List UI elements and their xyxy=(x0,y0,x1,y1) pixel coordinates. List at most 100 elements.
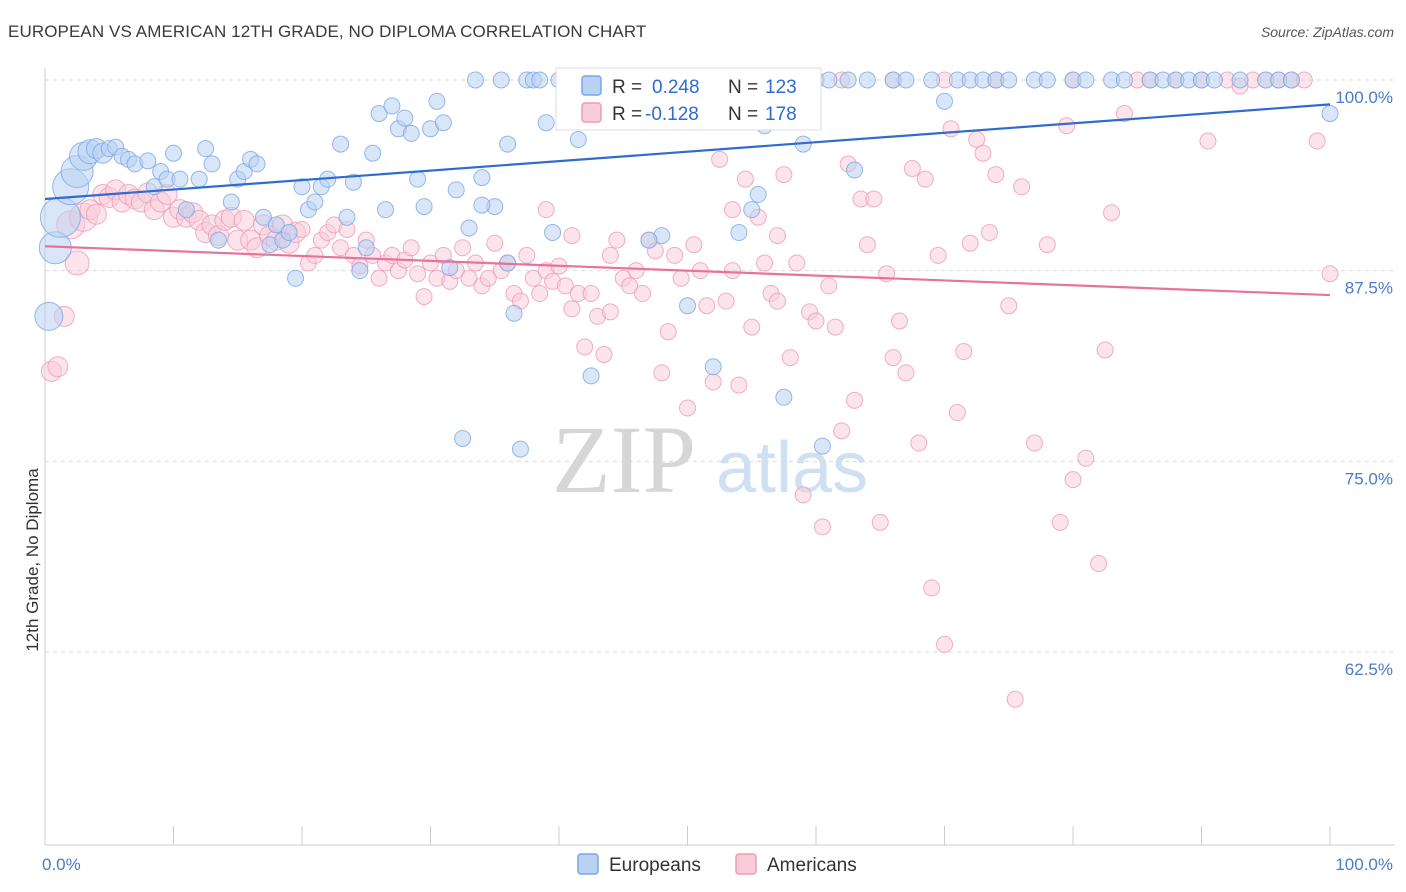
european-point xyxy=(511,440,529,458)
american-point xyxy=(698,297,716,315)
american-point xyxy=(659,323,677,341)
american-point xyxy=(948,404,966,422)
american-point xyxy=(723,201,741,219)
european-point xyxy=(344,173,362,191)
legend-stats: R = 0.248 N = 123 R = -0.128 N = 178 xyxy=(555,67,822,131)
american-point xyxy=(813,518,831,536)
legend-r-label-americans: R = xyxy=(612,104,642,125)
european-point xyxy=(190,170,208,188)
legend-bottom-swatch-americans xyxy=(735,853,757,875)
legend-bottom-label-europeans: Europeans xyxy=(609,855,701,876)
american-point xyxy=(936,635,953,653)
american-point xyxy=(537,201,555,219)
chart-source: Source: ZipAtlas.com xyxy=(1260,24,1394,40)
european-point xyxy=(396,109,414,127)
european-point xyxy=(370,105,388,123)
european-point xyxy=(280,224,298,242)
european-point xyxy=(537,114,555,132)
american-point xyxy=(768,292,786,310)
american-point xyxy=(884,349,902,367)
european-point xyxy=(165,144,182,162)
y-tick-label-2: 75.0% xyxy=(1345,469,1393,488)
european-point xyxy=(730,224,748,242)
europeans-trend-line xyxy=(44,103,1331,201)
american-point xyxy=(1006,690,1024,708)
european-point xyxy=(409,170,427,188)
american-point xyxy=(903,159,921,177)
x-tick-label-0: 0.0% xyxy=(42,855,81,874)
american-point xyxy=(775,166,793,184)
american-point xyxy=(601,303,619,321)
european-point xyxy=(1321,105,1339,123)
american-point xyxy=(653,364,671,382)
american-point xyxy=(679,399,696,417)
american-point xyxy=(891,312,909,330)
watermark-atlas: atlas xyxy=(716,428,868,508)
american-point xyxy=(781,349,799,367)
european-point xyxy=(499,135,517,153)
european-point xyxy=(897,71,915,89)
american-point xyxy=(332,239,350,257)
american-point xyxy=(1199,132,1217,150)
european-point xyxy=(704,358,722,376)
european-point xyxy=(820,71,838,89)
european-point xyxy=(34,301,64,331)
american-point xyxy=(1115,105,1133,123)
american-point xyxy=(601,246,619,264)
european-point xyxy=(377,201,395,219)
y-tick-labels: 100.0% 87.5% 75.0% 62.5% xyxy=(1335,88,1393,679)
european-point xyxy=(209,231,227,249)
american-point xyxy=(479,269,497,287)
european-point xyxy=(306,193,324,211)
american-point xyxy=(916,170,934,188)
americans-points xyxy=(40,71,1339,708)
american-point xyxy=(736,170,754,188)
american-point xyxy=(582,285,600,303)
american-point xyxy=(1077,449,1095,467)
american-point xyxy=(634,285,652,303)
european-point xyxy=(364,144,382,162)
american-point xyxy=(1308,132,1326,150)
european-point xyxy=(473,196,491,214)
european-point xyxy=(460,219,478,237)
european-point xyxy=(492,71,510,89)
american-point xyxy=(595,346,613,364)
european-point xyxy=(775,388,793,406)
european-point xyxy=(447,181,465,199)
american-point xyxy=(233,209,255,231)
american-point xyxy=(974,144,992,162)
european-point xyxy=(415,198,433,216)
european-point xyxy=(1000,71,1018,89)
american-point xyxy=(422,254,439,272)
european-point xyxy=(197,140,215,158)
american-point xyxy=(672,269,690,287)
european-point xyxy=(1115,71,1133,89)
european-point xyxy=(351,262,369,280)
european-point xyxy=(441,259,459,277)
american-point xyxy=(518,246,536,264)
european-point xyxy=(254,208,272,226)
european-point xyxy=(544,224,562,242)
american-point xyxy=(563,227,581,245)
american-point xyxy=(756,254,774,272)
american-point xyxy=(987,166,1005,184)
american-point xyxy=(1038,236,1056,254)
american-point xyxy=(1096,341,1114,359)
american-point xyxy=(370,269,388,287)
european-point xyxy=(203,155,221,173)
american-point xyxy=(85,203,107,225)
american-point xyxy=(768,227,786,245)
american-point xyxy=(666,246,684,264)
american-point xyxy=(846,391,864,409)
american-point xyxy=(524,269,542,287)
american-point xyxy=(627,262,645,280)
european-point xyxy=(466,71,484,89)
american-point xyxy=(704,373,722,391)
american-point xyxy=(576,338,594,356)
y-tick-label-1: 87.5% xyxy=(1345,279,1393,298)
european-point xyxy=(813,437,831,455)
european-point xyxy=(338,208,356,226)
american-point xyxy=(47,356,69,378)
legend-swatch-europeans xyxy=(581,75,602,96)
